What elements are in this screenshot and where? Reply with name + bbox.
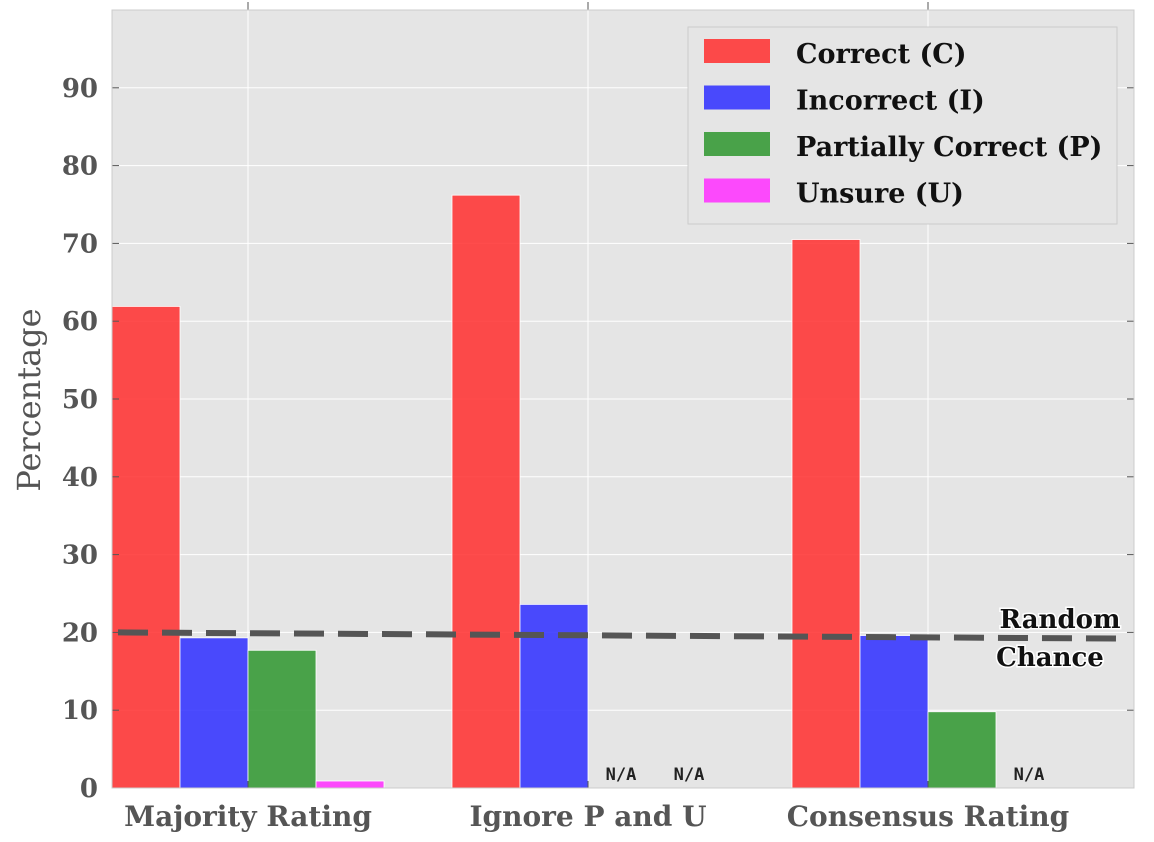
y-tick-label: 70 xyxy=(62,229,98,259)
axes: 0 10 20 30 40 50 60 70 80 90 Majority Rating Ignore… xyxy=(62,2,1135,833)
bar xyxy=(451,194,521,789)
bar xyxy=(315,780,385,789)
legend: Correct (C) Incorrect (I) Partially Correc… xyxy=(687,26,1118,225)
bar xyxy=(519,603,589,789)
x-tick-label: Consensus Rating xyxy=(787,800,1069,833)
x-tick-label: Ignore P and U xyxy=(469,800,706,833)
y-tick-label: 50 xyxy=(62,385,98,415)
legend-swatch xyxy=(704,39,770,63)
bar xyxy=(111,306,181,789)
plot-border xyxy=(111,9,1135,789)
legend-entry: Incorrect (I) xyxy=(796,86,985,117)
bar-missing-label: N/A xyxy=(1014,765,1045,785)
y-tick-label: 80 xyxy=(62,152,98,182)
legend-entry: Partially Correct (P) xyxy=(796,132,1102,163)
y-tick-label: 90 xyxy=(62,74,98,104)
bar xyxy=(859,635,929,789)
bar xyxy=(179,637,249,789)
y-tick-label: 10 xyxy=(62,696,98,726)
bar-missing-label: N/A xyxy=(606,765,637,785)
random-chance-label-line1: Random xyxy=(1000,605,1121,635)
legend-entry: Correct (C) xyxy=(796,39,966,70)
legend-swatch xyxy=(704,85,770,110)
legend-swatch xyxy=(704,178,770,203)
random-chance-label-line2: Chance xyxy=(996,643,1104,673)
y-tick-label: 0 xyxy=(80,774,98,804)
bar-missing-label: N/A xyxy=(674,765,705,785)
legend-swatch xyxy=(704,132,770,156)
random-chance-line xyxy=(117,629,1127,642)
y-tick-label: 20 xyxy=(62,618,98,648)
bar xyxy=(247,649,317,789)
x-tick-label: Majority Rating xyxy=(124,800,372,833)
y-axis-label: Percentage xyxy=(10,308,48,491)
legend-entry: Unsure (U) xyxy=(796,179,964,210)
y-tick-label: 30 xyxy=(62,541,98,571)
reference-line-group: Random Chance xyxy=(117,604,1127,675)
y-tick-label: 60 xyxy=(62,307,98,337)
y-tick-label: 40 xyxy=(62,463,98,493)
bars: N/A N/A N/A xyxy=(111,194,1045,789)
bar xyxy=(927,711,997,789)
bar xyxy=(791,239,861,789)
